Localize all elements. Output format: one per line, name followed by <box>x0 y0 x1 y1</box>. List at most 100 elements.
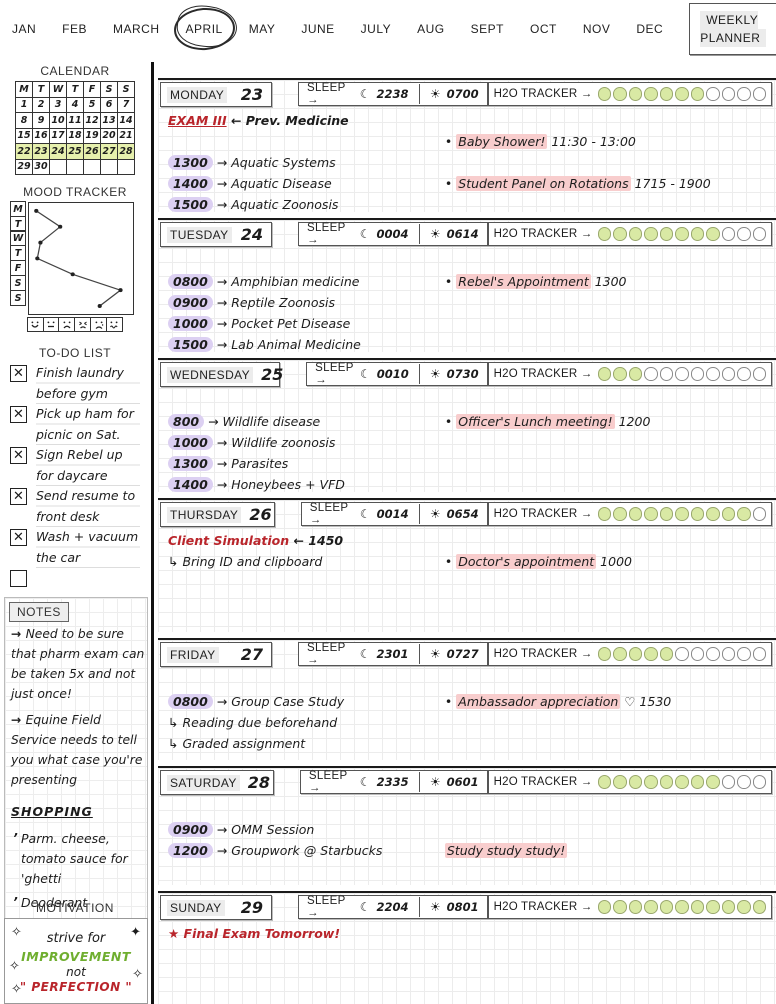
calendar-day-cell[interactable] <box>117 158 135 175</box>
calendar-day-cell[interactable]: 9 <box>32 112 50 129</box>
h2o-circle[interactable] <box>737 647 751 661</box>
sleep-time-wake[interactable]: 0727 <box>446 647 479 661</box>
mood-crying-icon[interactable] <box>90 317 108 332</box>
calendar-day-cell[interactable]: 21 <box>117 127 135 144</box>
h2o-circle[interactable] <box>644 507 658 521</box>
h2o-circle[interactable] <box>597 87 611 101</box>
h2o-circle[interactable] <box>675 775 689 789</box>
h2o-circle[interactable] <box>675 87 689 101</box>
month-tab-sept[interactable]: SEPT <box>470 22 504 36</box>
sleep-time-wake[interactable]: 0601 <box>446 775 479 789</box>
calendar-day-cell[interactable]: 18 <box>66 127 84 144</box>
h2o-circle[interactable] <box>644 227 658 241</box>
mood-anxious-icon[interactable] <box>105 317 123 332</box>
calendar-day-cell[interactable]: 22 <box>15 143 33 160</box>
calendar-day-cell[interactable]: 24 <box>49 143 67 160</box>
calendar-day-cell[interactable]: 25 <box>66 143 84 160</box>
h2o-circle[interactable] <box>737 227 751 241</box>
h2o-circle[interactable] <box>752 87 766 101</box>
h2o-circle[interactable] <box>659 367 673 381</box>
h2o-circle[interactable] <box>721 507 735 521</box>
calendar-day-cell[interactable]: 19 <box>83 127 101 144</box>
h2o-circle[interactable] <box>613 647 627 661</box>
h2o-circle[interactable] <box>675 900 689 914</box>
h2o-circle[interactable] <box>659 87 673 101</box>
h2o-circle[interactable] <box>675 227 689 241</box>
sleep-time-wake[interactable]: 0700 <box>446 87 479 101</box>
todo-checkbox[interactable] <box>10 570 27 587</box>
h2o-circle[interactable] <box>644 900 658 914</box>
calendar-day-cell[interactable]: 1 <box>15 96 33 113</box>
h2o-circle[interactable] <box>644 647 658 661</box>
calendar-day-cell[interactable]: 12 <box>83 112 101 129</box>
h2o-circle[interactable] <box>613 367 627 381</box>
h2o-circle[interactable] <box>752 900 766 914</box>
mood-sad-icon[interactable] <box>58 317 76 332</box>
h2o-circle[interactable] <box>706 775 720 789</box>
h2o-circle[interactable] <box>628 507 642 521</box>
h2o-circle[interactable] <box>628 775 642 789</box>
h2o-circle[interactable] <box>690 507 704 521</box>
h2o-circle[interactable] <box>628 87 642 101</box>
month-tab-oct[interactable]: OCT <box>529 22 557 36</box>
h2o-circle[interactable] <box>706 367 720 381</box>
calendar-day-cell[interactable]: 17 <box>49 127 67 144</box>
h2o-circle[interactable] <box>752 367 766 381</box>
h2o-circle[interactable] <box>752 775 766 789</box>
sleep-time-wake[interactable]: 0654 <box>446 507 479 521</box>
calendar-day-cell[interactable]: 8 <box>15 112 33 129</box>
todo-checkbox[interactable]: ✕ <box>10 488 27 505</box>
month-tab-march[interactable]: MARCH <box>113 22 160 36</box>
h2o-circle[interactable] <box>659 227 673 241</box>
calendar-day-cell[interactable] <box>100 158 118 175</box>
h2o-circle[interactable] <box>628 647 642 661</box>
calendar-day-cell[interactable]: 6 <box>100 96 118 113</box>
calendar-day-cell[interactable]: 3 <box>49 96 67 113</box>
calendar-day-cell[interactable]: 28 <box>117 143 135 160</box>
h2o-circle[interactable] <box>752 647 766 661</box>
mood-neutral-icon[interactable] <box>42 317 60 332</box>
sleep-time-bed[interactable]: 2238 <box>376 87 409 101</box>
month-tab-jan[interactable]: JAN <box>12 22 37 36</box>
h2o-circle[interactable] <box>690 900 704 914</box>
month-tab-feb[interactable]: FEB <box>62 22 88 36</box>
calendar-day-cell[interactable]: 5 <box>83 96 101 113</box>
todo-checkbox[interactable]: ✕ <box>10 447 27 464</box>
h2o-circle[interactable] <box>628 227 642 241</box>
calendar-day-cell[interactable]: 13 <box>100 112 118 129</box>
h2o-circle[interactable] <box>721 367 735 381</box>
calendar-day-cell[interactable]: 16 <box>32 127 50 144</box>
h2o-circle[interactable] <box>675 507 689 521</box>
calendar-day-cell[interactable]: 27 <box>100 143 118 160</box>
h2o-circle[interactable] <box>644 367 658 381</box>
sleep-time-bed[interactable]: 2204 <box>376 900 409 914</box>
h2o-circle[interactable] <box>721 227 735 241</box>
mood-angry-icon[interactable] <box>74 317 92 332</box>
sleep-time-wake[interactable]: 0801 <box>446 900 479 914</box>
month-tab-june[interactable]: JUNE <box>301 22 335 36</box>
sleep-time-wake[interactable]: 0730 <box>446 367 479 381</box>
h2o-circle[interactable] <box>721 87 735 101</box>
h2o-circle[interactable] <box>659 507 673 521</box>
calendar-day-cell[interactable] <box>66 158 84 175</box>
calendar-day-cell[interactable]: 11 <box>66 112 84 129</box>
month-tab-aug[interactable]: AUG <box>417 22 445 36</box>
calendar-day-cell[interactable] <box>49 158 67 175</box>
todo-checkbox[interactable]: ✕ <box>10 365 27 382</box>
month-tab-may[interactable]: MAY <box>248 22 276 36</box>
h2o-circle[interactable] <box>659 775 673 789</box>
mood-happy-icon[interactable] <box>26 317 44 332</box>
h2o-circle[interactable] <box>613 227 627 241</box>
sleep-time-wake[interactable]: 0614 <box>446 227 479 241</box>
h2o-circle[interactable] <box>690 775 704 789</box>
h2o-circle[interactable] <box>644 87 658 101</box>
h2o-circle[interactable] <box>659 900 673 914</box>
sleep-time-bed[interactable]: 0014 <box>376 507 409 521</box>
h2o-circle[interactable] <box>721 775 735 789</box>
calendar-day-cell[interactable]: 14 <box>117 112 135 129</box>
h2o-circle[interactable] <box>690 647 704 661</box>
todo-checkbox[interactable]: ✕ <box>10 529 27 546</box>
h2o-circle[interactable] <box>690 367 704 381</box>
calendar-day-cell[interactable]: 7 <box>117 96 135 113</box>
h2o-circle[interactable] <box>597 900 611 914</box>
